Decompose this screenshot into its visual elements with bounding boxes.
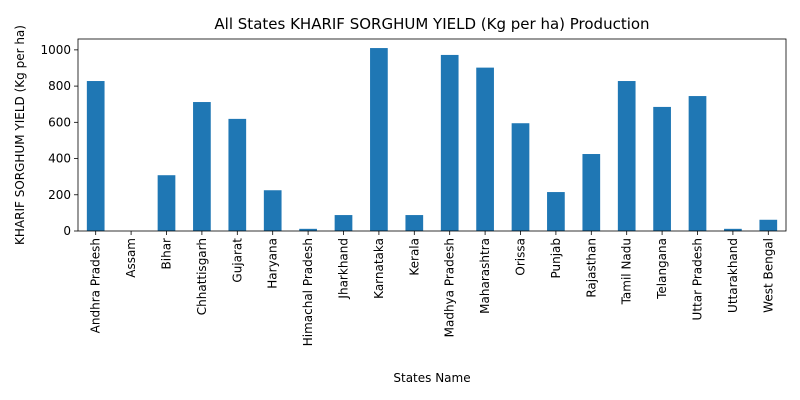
bar [617, 81, 636, 231]
bar [370, 48, 388, 231]
x-tick-label: Gujarat [230, 238, 244, 283]
bar [228, 118, 247, 231]
x-tick-label: Maharashtra [478, 238, 492, 314]
y-axis-title: KHARIF SORGHUM YIELD (Kg per ha) [13, 25, 27, 245]
bar [511, 123, 530, 231]
x-tick-label: Rajasthan [584, 238, 598, 298]
x-tick-label: Chhattisgarh [195, 238, 209, 315]
bar [653, 106, 671, 231]
chart-title: All States KHARIF SORGHUM YIELD (Kg per … [214, 15, 649, 33]
bar [440, 54, 459, 231]
x-tick-label: Uttarakhand [726, 238, 740, 313]
x-tick-label: Telangana [655, 238, 669, 300]
y-tick-label: 0 [63, 224, 71, 238]
y-tick-label: 200 [48, 188, 71, 202]
y-tick-label: 600 [48, 115, 71, 129]
bar [334, 215, 353, 231]
x-tick-label: Haryana [266, 238, 280, 289]
bar [582, 154, 601, 231]
bar [405, 215, 424, 231]
bar [476, 67, 494, 231]
bar [157, 175, 176, 231]
bar [299, 228, 317, 231]
x-tick-label: Orissa [514, 238, 528, 276]
x-axis-title: States Name [393, 371, 470, 385]
bar [724, 228, 742, 231]
bar [193, 102, 211, 231]
bar [759, 219, 778, 231]
bar [86, 81, 105, 231]
x-tick-label: Madhya Pradesh [443, 238, 457, 337]
y-tick-label: 1000 [40, 43, 71, 57]
plot-area: 0 200 400 600 800 1000 Andhra Pradesh Assam Biha… [40, 38, 787, 346]
x-tick-label: Kerala [407, 238, 421, 276]
bar [688, 96, 707, 231]
x-tick-label: Himachal Pradesh [301, 238, 315, 346]
y-tick-label: 800 [48, 79, 71, 93]
x-tick-label: Uttar Pradesh [691, 238, 705, 320]
bar [547, 192, 565, 231]
x-tick-label: Punjab [549, 238, 563, 279]
plot-frame [77, 38, 787, 232]
x-tick-label: Tamil Nadu [620, 238, 634, 305]
x-tick-label: Bihar [160, 238, 174, 270]
x-tick-label: West Bengal [761, 238, 775, 313]
y-tick-label: 400 [48, 152, 71, 166]
x-tick-label: Assam [124, 238, 138, 278]
x-tick-label: Karnataka [372, 238, 386, 299]
x-tick-label: Andhra Pradesh [89, 238, 103, 333]
bar [263, 190, 282, 231]
x-tick-label: Jharkhand [337, 238, 351, 300]
